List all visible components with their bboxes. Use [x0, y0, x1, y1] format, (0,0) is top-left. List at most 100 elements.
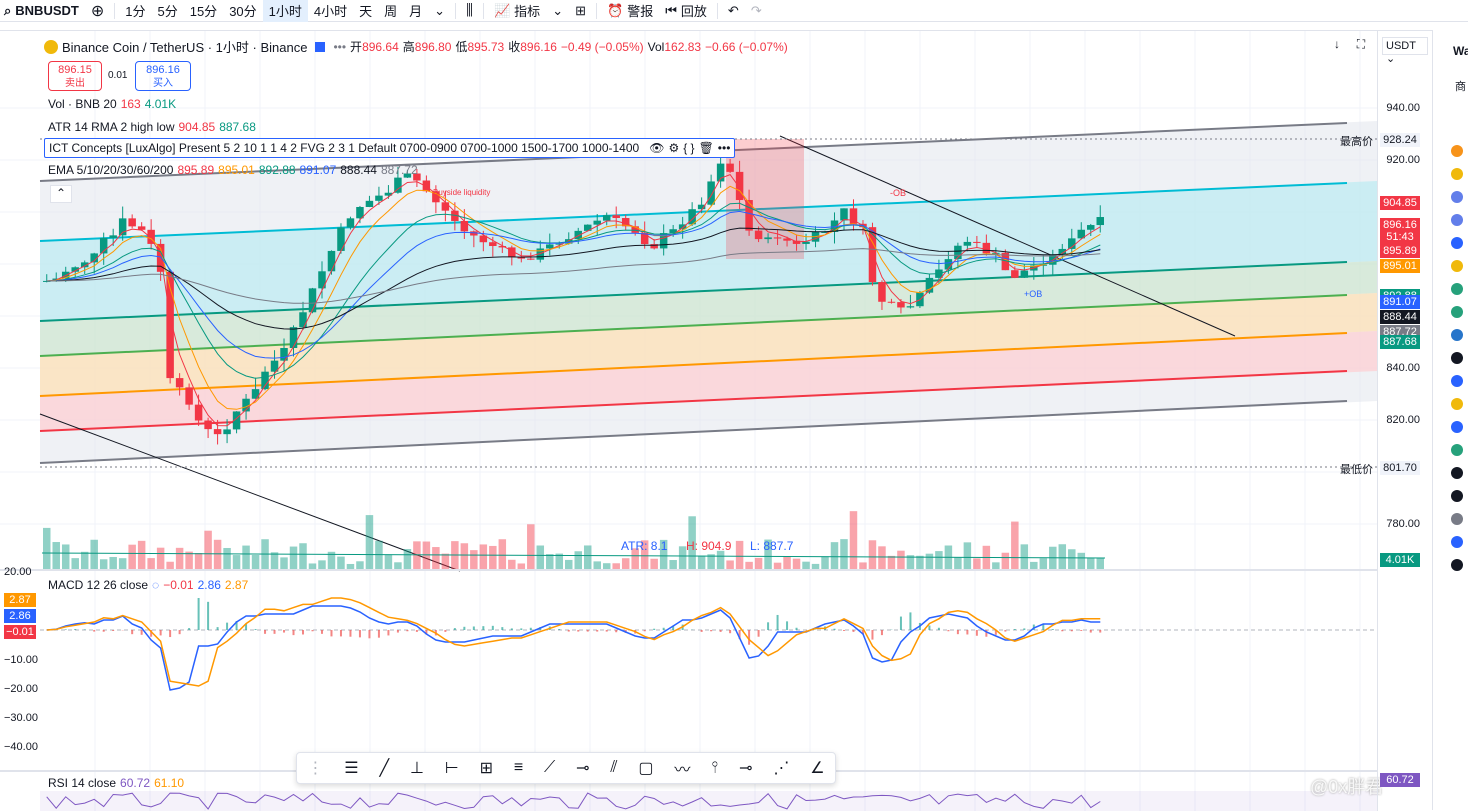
alert-button[interactable]: ⏰ 警报 — [601, 0, 659, 22]
coin-icon[interactable] — [1451, 191, 1463, 203]
parallel-channel-icon[interactable]: ≡ — [514, 759, 523, 777]
coin-icon[interactable] — [1451, 260, 1463, 272]
settings-icon[interactable]: ⚙ — [668, 141, 679, 155]
macd-hist — [444, 630, 446, 632]
watchlist-strip[interactable]: Wa 商 — [1432, 30, 1468, 810]
macd-hist — [473, 626, 475, 630]
coin-icon[interactable] — [1451, 145, 1463, 157]
compare-add-button[interactable]: ⊕ — [85, 0, 110, 22]
interval-1w[interactable]: 周 — [378, 0, 403, 22]
coin-icon[interactable] — [1451, 237, 1463, 249]
macd-hist — [834, 629, 836, 630]
coin-icon[interactable] — [1451, 536, 1463, 548]
coin-icon[interactable] — [1451, 490, 1463, 502]
price-axis[interactable]: USDT ⌄ 940.00 920.00 840.00 820.00 780.0… — [1377, 31, 1432, 811]
interval-1m[interactable]: 1分 — [119, 0, 151, 22]
low-value: 895.73 — [468, 40, 505, 54]
indicators-button[interactable]: 📈 指标 — [488, 0, 546, 22]
horizontal-line-icon[interactable]: ⊸ — [739, 758, 752, 778]
coin-icon[interactable] — [1451, 559, 1463, 571]
coin-icon[interactable] — [1451, 352, 1463, 364]
volume-bar — [280, 557, 287, 569]
vol-legend[interactable]: Vol · BNB 20 163 4.01K — [48, 97, 176, 111]
rectangle-icon[interactable]: ▢ — [638, 758, 653, 778]
coin-icon[interactable] — [1451, 214, 1463, 226]
interval-1d[interactable]: 天 — [353, 0, 378, 22]
coin-icon[interactable] — [1451, 283, 1463, 295]
ray-icon[interactable]: ⊸ — [576, 758, 589, 778]
indicators-icon: 📈 — [494, 3, 510, 19]
volume-bar — [480, 544, 487, 569]
drag-handle-icon[interactable]: ⋮ — [307, 758, 323, 778]
more-icon[interactable]: ••• — [333, 40, 346, 54]
volume-bar — [527, 524, 534, 569]
horizontal-ray-icon[interactable]: ⊢ — [445, 758, 459, 778]
chart-type-button[interactable]: ⫼ — [460, 0, 479, 22]
macd-legend[interactable]: MACD 12 26 close ◌ −0.01 2.86 2.87 — [48, 578, 248, 592]
flag-icon[interactable] — [315, 42, 325, 52]
fib-icon[interactable]: ☰ — [344, 758, 358, 778]
grid-tool-icon[interactable]: ⊞ — [480, 758, 493, 778]
redo-button[interactable]: ↷ — [745, 0, 768, 22]
fullscreen-icon[interactable]: ⛶ — [1352, 37, 1370, 55]
currency-select[interactable]: USDT ⌄ — [1382, 37, 1428, 55]
coin-icon[interactable] — [1451, 375, 1463, 387]
candle — [774, 237, 781, 238]
coin-icon[interactable] — [1451, 513, 1463, 525]
ict-legend[interactable]: ICT Concepts [LuxAlgo] Present 5 2 10 1 … — [44, 138, 735, 158]
chart-area[interactable]: Binance Coin / TetherUS · 1小时 · Binance … — [0, 30, 1432, 810]
coin-icon[interactable] — [1451, 467, 1463, 479]
price-tag: 887.68 — [1380, 335, 1420, 349]
more-icon[interactable]: ••• — [718, 141, 731, 155]
macd-hist — [720, 630, 722, 632]
coin-icon[interactable] — [1451, 444, 1463, 456]
collapse-legend-button[interactable]: ⌃ — [50, 185, 72, 203]
coin-icon[interactable] — [1451, 168, 1463, 180]
macd-hist — [378, 630, 380, 638]
coin-icon[interactable] — [1451, 398, 1463, 410]
volume-bar — [717, 551, 724, 569]
atr-legend[interactable]: ATR 14 RMA 2 high low 904.85 887.68 — [48, 120, 256, 134]
ema-legend[interactable]: EMA 5/10/20/30/60/200 895.89 895.01 892.… — [48, 163, 418, 177]
angle-icon[interactable]: ∠ — [810, 758, 824, 778]
interval-30m[interactable]: 30分 — [223, 0, 262, 22]
interval-1h[interactable]: 1小时 — [263, 0, 308, 22]
vertical-line-icon[interactable]: ⊥ — [410, 758, 424, 778]
sell-button[interactable]: 896.15 卖出 — [48, 61, 102, 91]
interval-15m[interactable]: 15分 — [184, 0, 223, 22]
interval-5m[interactable]: 5分 — [151, 0, 183, 22]
vertical-cursor-icon[interactable]: ⫯ — [711, 759, 718, 777]
trash-icon[interactable]: 🗑 — [699, 141, 714, 155]
coin-icon[interactable] — [1451, 329, 1463, 341]
path-icon[interactable]: ⟋ — [544, 759, 555, 777]
trendline-icon[interactable]: ╱ — [379, 758, 389, 778]
volume-bar — [584, 545, 591, 569]
polyline-icon[interactable]: 〰 — [674, 756, 690, 780]
undo-button[interactable]: ↶ — [722, 0, 745, 22]
candle — [185, 387, 192, 404]
symbol-search[interactable]: ⌕ BNBUSDT — [0, 0, 85, 22]
interval-4h[interactable]: 4小时 — [308, 0, 353, 22]
coin-icon[interactable] — [1451, 421, 1463, 433]
macd-hist — [966, 630, 968, 634]
channel-icon[interactable]: ⫽ — [610, 759, 617, 777]
symbol-title[interactable]: Binance Coin / TetherUS · 1小时 · Binance — [62, 37, 307, 56]
interval-1M[interactable]: 月 — [403, 0, 428, 22]
pitchfork-icon[interactable]: ⋰ — [773, 758, 789, 778]
coin-icon[interactable] — [1451, 306, 1463, 318]
buy-button[interactable]: 896.16 买入 — [135, 61, 191, 91]
arrow-down-icon[interactable]: ↓ — [1328, 37, 1346, 55]
sell-label: 卖出 — [49, 77, 101, 90]
eye-icon[interactable]: 👁 — [649, 141, 664, 155]
macd-hist — [217, 627, 219, 630]
source-code-icon[interactable]: { } — [683, 141, 694, 155]
rsi-legend[interactable]: RSI 14 close 60.72 61.10 — [48, 776, 184, 790]
macd-hist — [169, 630, 171, 637]
interval-dropdown[interactable]: ⌄ — [428, 0, 451, 22]
indicators-dropdown[interactable]: ⌄ — [546, 0, 569, 22]
macd-hist — [302, 630, 304, 634]
buy-price: 896.16 — [136, 64, 190, 77]
macd-label: MACD 12 26 close — [48, 578, 148, 592]
templates-button[interactable]: ⊞ — [569, 0, 592, 22]
replay-button[interactable]: ⏮ 回放 — [659, 0, 713, 22]
